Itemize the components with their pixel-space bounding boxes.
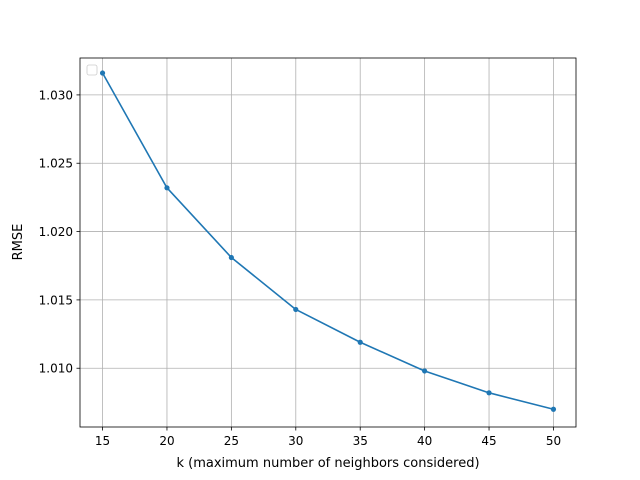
data-point bbox=[293, 306, 299, 313]
plot-frame bbox=[79, 57, 577, 428]
y-tick-label: 1.010 bbox=[39, 362, 73, 376]
x-tick-label: 15 bbox=[95, 434, 110, 448]
grid bbox=[80, 58, 576, 427]
data-point bbox=[550, 406, 557, 412]
y-tick-label: 1.015 bbox=[39, 293, 73, 307]
legend bbox=[86, 64, 98, 76]
data-point bbox=[99, 70, 106, 76]
data-point bbox=[357, 339, 363, 345]
y-tick-label: 1.025 bbox=[39, 157, 73, 171]
x-tick-label: 25 bbox=[224, 434, 239, 448]
x-tick-label: 20 bbox=[159, 434, 174, 448]
x-tick-label: 50 bbox=[546, 434, 561, 448]
y-axis-ticks: 1.010 1.015 1.020 1.025 1.030 bbox=[39, 88, 80, 376]
data-point bbox=[228, 254, 234, 261]
x-axis-label: k (maximum number of neighbors considere… bbox=[176, 456, 479, 471]
y-axis-label: RMSE bbox=[11, 224, 26, 261]
x-tick-label: 35 bbox=[353, 434, 368, 448]
x-axis-ticks: 15 20 25 30 35 40 45 50 bbox=[95, 427, 561, 448]
data-point bbox=[422, 368, 428, 374]
series-line bbox=[101, 72, 554, 411]
y-tick-label: 1.030 bbox=[39, 88, 73, 102]
legend-box bbox=[86, 64, 98, 76]
data-point bbox=[486, 390, 492, 396]
series-layer bbox=[99, 70, 557, 412]
x-tick-label: 40 bbox=[417, 434, 432, 448]
data-point bbox=[164, 185, 170, 191]
x-tick-label: 45 bbox=[481, 434, 496, 448]
x-tick-label: 30 bbox=[288, 434, 303, 448]
y-tick-label: 1.020 bbox=[39, 225, 73, 239]
